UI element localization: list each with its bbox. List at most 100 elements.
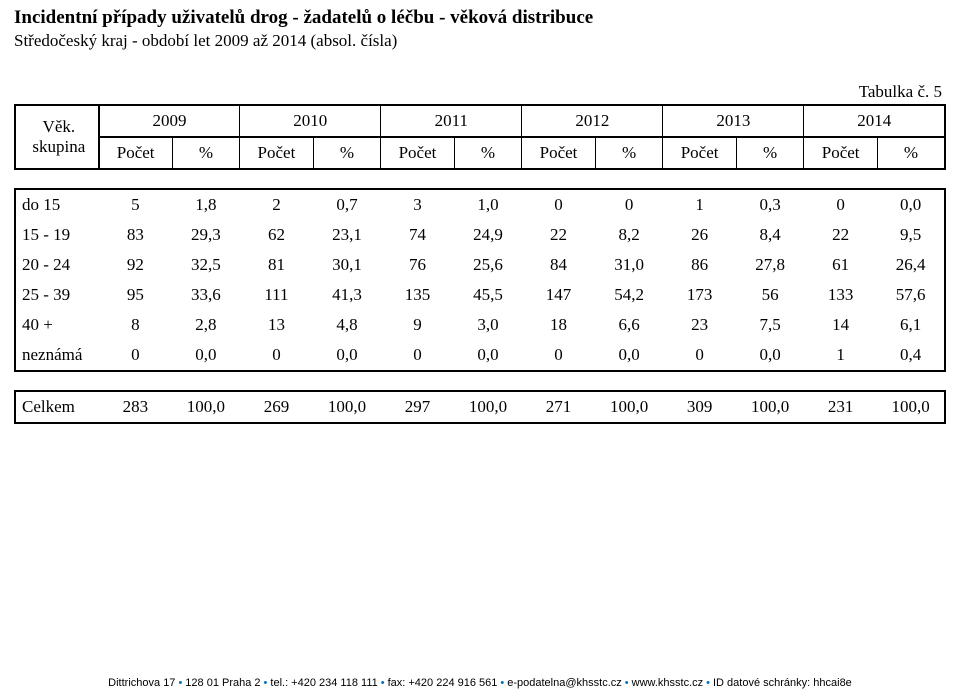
sub-header-count: Počet — [804, 137, 877, 169]
data-cell: 22 — [522, 220, 595, 250]
year-header: 2009 — [99, 105, 240, 137]
total-cell: 100,0 — [595, 391, 663, 423]
data-cell: 74 — [381, 220, 454, 250]
total-cell: 100,0 — [172, 391, 240, 423]
data-cell: 0,3 — [736, 189, 804, 220]
data-cell: 18 — [522, 310, 595, 340]
data-cell: 1,0 — [454, 189, 522, 220]
sub-header-count: Počet — [381, 137, 454, 169]
data-cell: 22 — [804, 220, 877, 250]
data-cell: 41,3 — [313, 280, 381, 310]
sub-header-pct: % — [595, 137, 663, 169]
data-cell: 92 — [99, 250, 172, 280]
data-cell: 0,0 — [877, 189, 945, 220]
data-cell: 14 — [804, 310, 877, 340]
data-cell: 32,5 — [172, 250, 240, 280]
sub-header-count: Počet — [522, 137, 595, 169]
total-label: Celkem — [15, 391, 99, 423]
data-cell: 133 — [804, 280, 877, 310]
table-body: do 1551,820,731,00010,300,015 - 198329,3… — [15, 189, 945, 371]
table-number-label: Tabulka č. 5 — [14, 82, 946, 102]
year-header: 2013 — [663, 105, 804, 137]
data-cell: 0,0 — [454, 340, 522, 371]
data-cell: 23,1 — [313, 220, 381, 250]
year-header: 2011 — [381, 105, 522, 137]
data-cell: 0,4 — [877, 340, 945, 371]
data-cell: 9 — [381, 310, 454, 340]
data-cell: 13 — [240, 310, 313, 340]
data-cell: 23 — [663, 310, 736, 340]
data-cell: 57,6 — [877, 280, 945, 310]
data-cell: 0 — [240, 340, 313, 371]
footer-part: ID datové schránky: hhcai8e — [713, 677, 852, 689]
row-header-bottom: skupina — [22, 137, 96, 157]
page-footer: Dittrichova 17•128 01 Praha 2•tel.: +420… — [0, 677, 960, 689]
data-cell: 0 — [381, 340, 454, 371]
table-row: do 1551,820,731,00010,300,0 — [15, 189, 945, 220]
page-subtitle: Středočeský kraj - období let 2009 až 20… — [14, 30, 946, 52]
data-cell: 62 — [240, 220, 313, 250]
data-cell: 76 — [381, 250, 454, 280]
data-cell: 31,0 — [595, 250, 663, 280]
row-label: 20 - 24 — [15, 250, 99, 280]
footer-part: e-podatelna@khsstc.cz — [507, 677, 622, 689]
footer-separator-icon: • — [261, 677, 271, 689]
data-cell: 0,0 — [595, 340, 663, 371]
table-row: 20 - 249232,58130,17625,68431,08627,8612… — [15, 250, 945, 280]
data-cell: 3 — [381, 189, 454, 220]
data-cell: 0 — [595, 189, 663, 220]
row-label: 25 - 39 — [15, 280, 99, 310]
data-cell: 0,0 — [736, 340, 804, 371]
data-cell: 33,6 — [172, 280, 240, 310]
data-cell: 30,1 — [313, 250, 381, 280]
footer-separator-icon: • — [378, 677, 388, 689]
footer-part: fax: +420 224 916 561 — [388, 677, 498, 689]
footer-separator-icon: • — [622, 677, 632, 689]
footer-part: Dittrichova 17 — [108, 677, 175, 689]
footer-separator-icon: • — [175, 677, 185, 689]
data-cell: 0 — [99, 340, 172, 371]
footer-separator-icon: • — [497, 677, 507, 689]
data-cell: 0 — [522, 189, 595, 220]
table-row: 40 +82,8134,893,0186,6237,5146,1 — [15, 310, 945, 340]
row-header-top: Věk. — [22, 117, 96, 137]
total-cell: 231 — [804, 391, 877, 423]
total-cell: 100,0 — [736, 391, 804, 423]
data-cell: 54,2 — [595, 280, 663, 310]
data-cell: 0,7 — [313, 189, 381, 220]
total-cell: 100,0 — [454, 391, 522, 423]
data-cell: 0 — [663, 340, 736, 371]
data-cell: 8,2 — [595, 220, 663, 250]
page-title: Incidentní případy uživatelů drog - žada… — [14, 6, 946, 30]
footer-part: www.khsstc.cz — [632, 677, 704, 689]
data-cell: 24,9 — [454, 220, 522, 250]
data-cell: 84 — [522, 250, 595, 280]
data-cell: 81 — [240, 250, 313, 280]
data-cell: 3,0 — [454, 310, 522, 340]
sub-header-pct: % — [172, 137, 240, 169]
sub-header-pct: % — [313, 137, 381, 169]
data-cell: 86 — [663, 250, 736, 280]
data-cell: 25,6 — [454, 250, 522, 280]
table-row: 15 - 198329,36223,17424,9228,2268,4229,5 — [15, 220, 945, 250]
row-label: 40 + — [15, 310, 99, 340]
data-cell: 56 — [736, 280, 804, 310]
data-cell: 7,5 — [736, 310, 804, 340]
data-cell: 5 — [99, 189, 172, 220]
sub-header-pct: % — [877, 137, 945, 169]
total-cell: 100,0 — [877, 391, 945, 423]
data-cell: 1,8 — [172, 189, 240, 220]
footer-part: tel.: +420 234 118 111 — [270, 677, 377, 689]
data-cell: 135 — [381, 280, 454, 310]
data-cell: 95 — [99, 280, 172, 310]
sub-header-count: Počet — [99, 137, 172, 169]
data-cell: 6,1 — [877, 310, 945, 340]
data-cell: 27,8 — [736, 250, 804, 280]
data-cell: 173 — [663, 280, 736, 310]
data-cell: 0,0 — [313, 340, 381, 371]
data-cell: 1 — [804, 340, 877, 371]
row-label: do 15 — [15, 189, 99, 220]
data-cell: 4,8 — [313, 310, 381, 340]
year-header: 2010 — [240, 105, 381, 137]
table-row: neznámá00,000,000,000,000,010,4 — [15, 340, 945, 371]
